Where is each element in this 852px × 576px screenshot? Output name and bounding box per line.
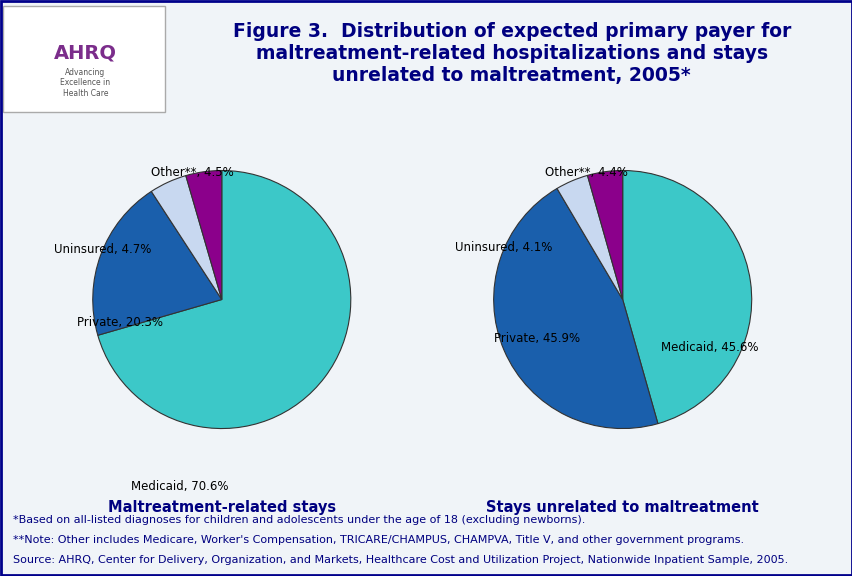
Text: Advancing
Excellence in
Health Care: Advancing Excellence in Health Care bbox=[60, 68, 110, 97]
Text: Stays unrelated to maltreatment: Stays unrelated to maltreatment bbox=[486, 499, 758, 514]
FancyBboxPatch shape bbox=[3, 6, 165, 112]
Text: Other**, 4.4%: Other**, 4.4% bbox=[544, 166, 627, 179]
Wedge shape bbox=[556, 176, 622, 300]
Wedge shape bbox=[93, 191, 222, 335]
Text: Maltreatment-related stays: Maltreatment-related stays bbox=[107, 499, 336, 514]
Wedge shape bbox=[587, 170, 622, 300]
Wedge shape bbox=[493, 188, 657, 429]
Text: Source: AHRQ, Center for Delivery, Organization, and Markets, Healthcare Cost an: Source: AHRQ, Center for Delivery, Organ… bbox=[13, 555, 787, 565]
Text: Medicaid, 45.6%: Medicaid, 45.6% bbox=[660, 342, 758, 354]
Text: **Note: Other includes Medicare, Worker's Compensation, TRICARE/CHAMPUS, CHAMPVA: **Note: Other includes Medicare, Worker'… bbox=[13, 535, 743, 545]
Wedge shape bbox=[622, 170, 751, 423]
Wedge shape bbox=[151, 176, 222, 300]
Text: Uninsured, 4.7%: Uninsured, 4.7% bbox=[54, 243, 152, 256]
Text: *Based on all-listed diagnoses for children and adolescents under the age of 18 : *Based on all-listed diagnoses for child… bbox=[13, 514, 584, 525]
Text: Figure 3.  Distribution of expected primary payer for
maltreatment-related hospi: Figure 3. Distribution of expected prima… bbox=[233, 22, 790, 85]
Text: Private, 45.9%: Private, 45.9% bbox=[493, 332, 579, 344]
Text: Other**, 4.5%: Other**, 4.5% bbox=[151, 166, 233, 179]
Wedge shape bbox=[186, 170, 222, 300]
Text: Uninsured, 4.1%: Uninsured, 4.1% bbox=[454, 241, 552, 255]
Wedge shape bbox=[98, 170, 350, 429]
Text: Private, 20.3%: Private, 20.3% bbox=[77, 316, 163, 328]
Text: AHRQ: AHRQ bbox=[54, 44, 117, 63]
Text: Medicaid, 70.6%: Medicaid, 70.6% bbox=[131, 480, 228, 493]
